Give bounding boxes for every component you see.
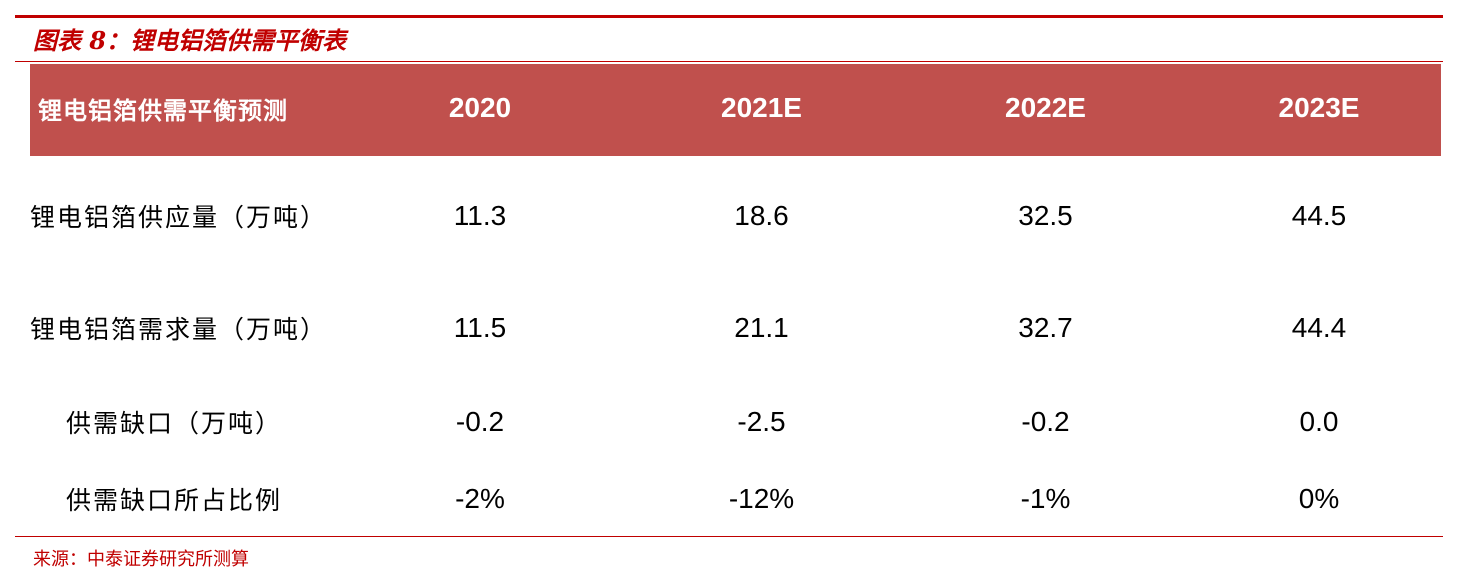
supply-demand-table: 锂电铝箔供需平衡预测 2020 2021E 2022E 2023E 锂电铝箔供应… <box>30 64 1441 534</box>
table-row: 锂电铝箔供应量（万吨） 11.3 18.6 32.5 44.5 <box>30 156 1441 276</box>
table-cell: 0.0 <box>1299 406 1339 437</box>
table-cell: 32.7 <box>1018 312 1073 343</box>
table-cell: 18.6 <box>734 200 789 231</box>
bottom-rule <box>15 536 1443 537</box>
table-row: 锂电铝箔需求量（万吨） 11.5 21.1 32.7 44.4 <box>30 276 1441 380</box>
table-cell: 0% <box>1298 483 1340 514</box>
table-cell: -1% <box>1020 483 1071 514</box>
title-rule <box>15 61 1443 62</box>
header-year: 2022E <box>894 64 1197 156</box>
row-label: 锂电铝箔供应量（万吨） <box>30 203 328 232</box>
header-year: 2020 <box>331 64 629 156</box>
header-label: 锂电铝箔供需平衡预测 <box>30 64 331 156</box>
source-note: 来源：中泰证券研究所测算 <box>33 549 249 570</box>
row-label: 供需缺口所占比例 <box>66 486 283 515</box>
table-cell: -2.5 <box>737 406 786 437</box>
table-cell: 44.4 <box>1291 312 1347 343</box>
row-label: 锂电铝箔需求量（万吨） <box>30 315 328 344</box>
table-cell: 44.5 <box>1291 200 1347 231</box>
table-cell: 32.5 <box>1018 200 1073 231</box>
table-cell: 21.1 <box>734 312 789 343</box>
table-cell: -0.2 <box>455 406 505 437</box>
row-label: 供需缺口（万吨） <box>66 409 283 438</box>
header-year: 2021E <box>629 64 894 156</box>
table-cell: -0.2 <box>1021 406 1070 437</box>
top-rule <box>15 15 1443 18</box>
table-cell: -2% <box>455 483 505 514</box>
table-row: 供需缺口（万吨） -0.2 -2.5 -0.2 0.0 <box>30 380 1441 464</box>
table-header-row: 锂电铝箔供需平衡预测 2020 2021E 2022E 2023E <box>30 64 1441 156</box>
table-cell: 11.3 <box>453 200 507 231</box>
table-cell: -12% <box>728 483 795 514</box>
table-row: 供需缺口所占比例 -2% -12% -1% 0% <box>30 464 1441 534</box>
header-year: 2023E <box>1197 64 1441 156</box>
table-cell: 11.5 <box>453 312 507 343</box>
figure-title: 图表 8：锂电铝箔供需平衡表 <box>33 26 347 55</box>
